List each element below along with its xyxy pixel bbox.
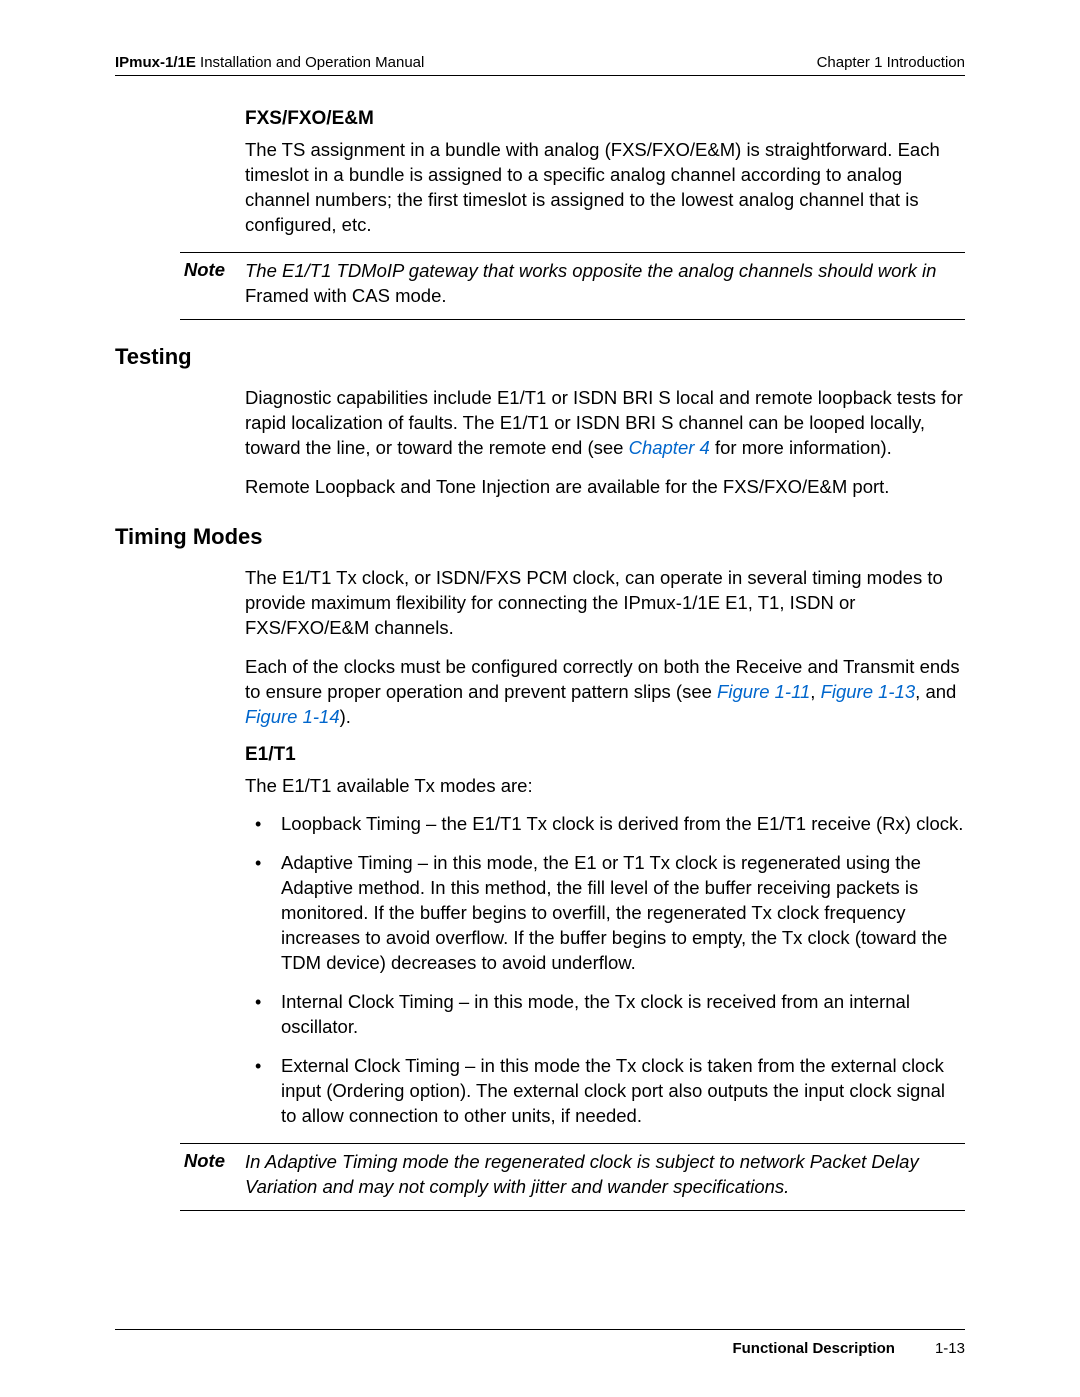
para-timing-1: The E1/T1 Tx clock, or ISDN/FXS PCM cloc…	[245, 566, 965, 641]
list-item: Adaptive Timing – in this mode, the E1 o…	[245, 851, 965, 976]
timing-text-b: ).	[340, 706, 351, 727]
note-block-1: Note The E1/T1 TDMoIP gateway that works…	[180, 252, 965, 320]
footer-page-number: 1-13	[935, 1340, 965, 1357]
page-footer: Functional Description 1-13	[115, 1329, 965, 1357]
para-testing-2: Remote Loopback and Tone Injection are a…	[245, 475, 965, 500]
note-body-2: In Adaptive Timing mode the regenerated …	[245, 1150, 965, 1200]
list-item: External Clock Timing – in this mode the…	[245, 1054, 965, 1129]
para-testing-1: Diagnostic capabilities include E1/T1 or…	[245, 386, 965, 461]
testing-text-b: for more information).	[710, 437, 892, 458]
header-product: IPmux-1/1E	[115, 54, 196, 71]
note-label: Note	[180, 259, 245, 309]
timing-sep1: ,	[810, 681, 820, 702]
page-container: IPmux-1/1E Installation and Operation Ma…	[0, 0, 1080, 1397]
header-left: IPmux-1/1E Installation and Operation Ma…	[115, 54, 424, 71]
heading-fxs: FXS/FXO/E&M	[245, 108, 965, 130]
note-body-1: The E1/T1 TDMoIP gateway that works oppo…	[245, 259, 965, 309]
para-fxs: The TS assignment in a bundle with analo…	[245, 138, 965, 238]
list-item: Internal Clock Timing – in this mode, th…	[245, 990, 965, 1040]
link-fig-1-13[interactable]: Figure 1-13	[821, 681, 916, 702]
note1-italic: The E1/T1 TDMoIP gateway that works oppo…	[245, 260, 936, 281]
heading-timing-modes: Timing Modes	[115, 524, 965, 550]
para-e1t1-intro: The E1/T1 available Tx modes are:	[245, 774, 965, 799]
heading-testing: Testing	[115, 344, 965, 370]
note1-plain: Framed with CAS mode.	[245, 285, 447, 306]
header-chapter: Chapter 1 Introduction	[817, 54, 965, 71]
note-block-2: Note In Adaptive Timing mode the regener…	[180, 1143, 965, 1211]
link-fig-1-14[interactable]: Figure 1-14	[245, 706, 340, 727]
e1t1-bullet-list: Loopback Timing – the E1/T1 Tx clock is …	[245, 812, 965, 1129]
link-chapter-4[interactable]: Chapter 4	[629, 437, 710, 458]
note-label: Note	[180, 1150, 245, 1200]
page-header: IPmux-1/1E Installation and Operation Ma…	[115, 54, 965, 76]
link-fig-1-11[interactable]: Figure 1-11	[717, 681, 810, 702]
heading-e1t1: E1/T1	[245, 744, 965, 766]
para-timing-2: Each of the clocks must be configured co…	[245, 655, 965, 730]
footer-section-label: Functional Description	[732, 1340, 895, 1357]
timing-sep2: , and	[915, 681, 956, 702]
page-content: FXS/FXO/E&M The TS assignment in a bundl…	[115, 104, 965, 1329]
list-item: Loopback Timing – the E1/T1 Tx clock is …	[245, 812, 965, 837]
header-manual-title: Installation and Operation Manual	[196, 54, 424, 71]
